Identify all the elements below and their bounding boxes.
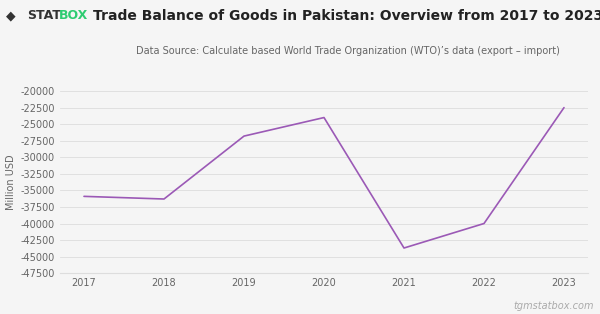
Text: BOX: BOX (59, 9, 88, 22)
Text: tgmstatbox.com: tgmstatbox.com (514, 301, 594, 311)
Text: Data Source: Calculate based World Trade Organization (WTO)’s data (export – imp: Data Source: Calculate based World Trade… (136, 46, 560, 56)
Text: STAT: STAT (27, 9, 61, 22)
Text: Trade Balance of Goods in Pakistan: Overview from 2017 to 2023: Trade Balance of Goods in Pakistan: Over… (93, 9, 600, 24)
Y-axis label: Million USD: Million USD (7, 154, 16, 210)
Text: ◆: ◆ (6, 9, 16, 22)
